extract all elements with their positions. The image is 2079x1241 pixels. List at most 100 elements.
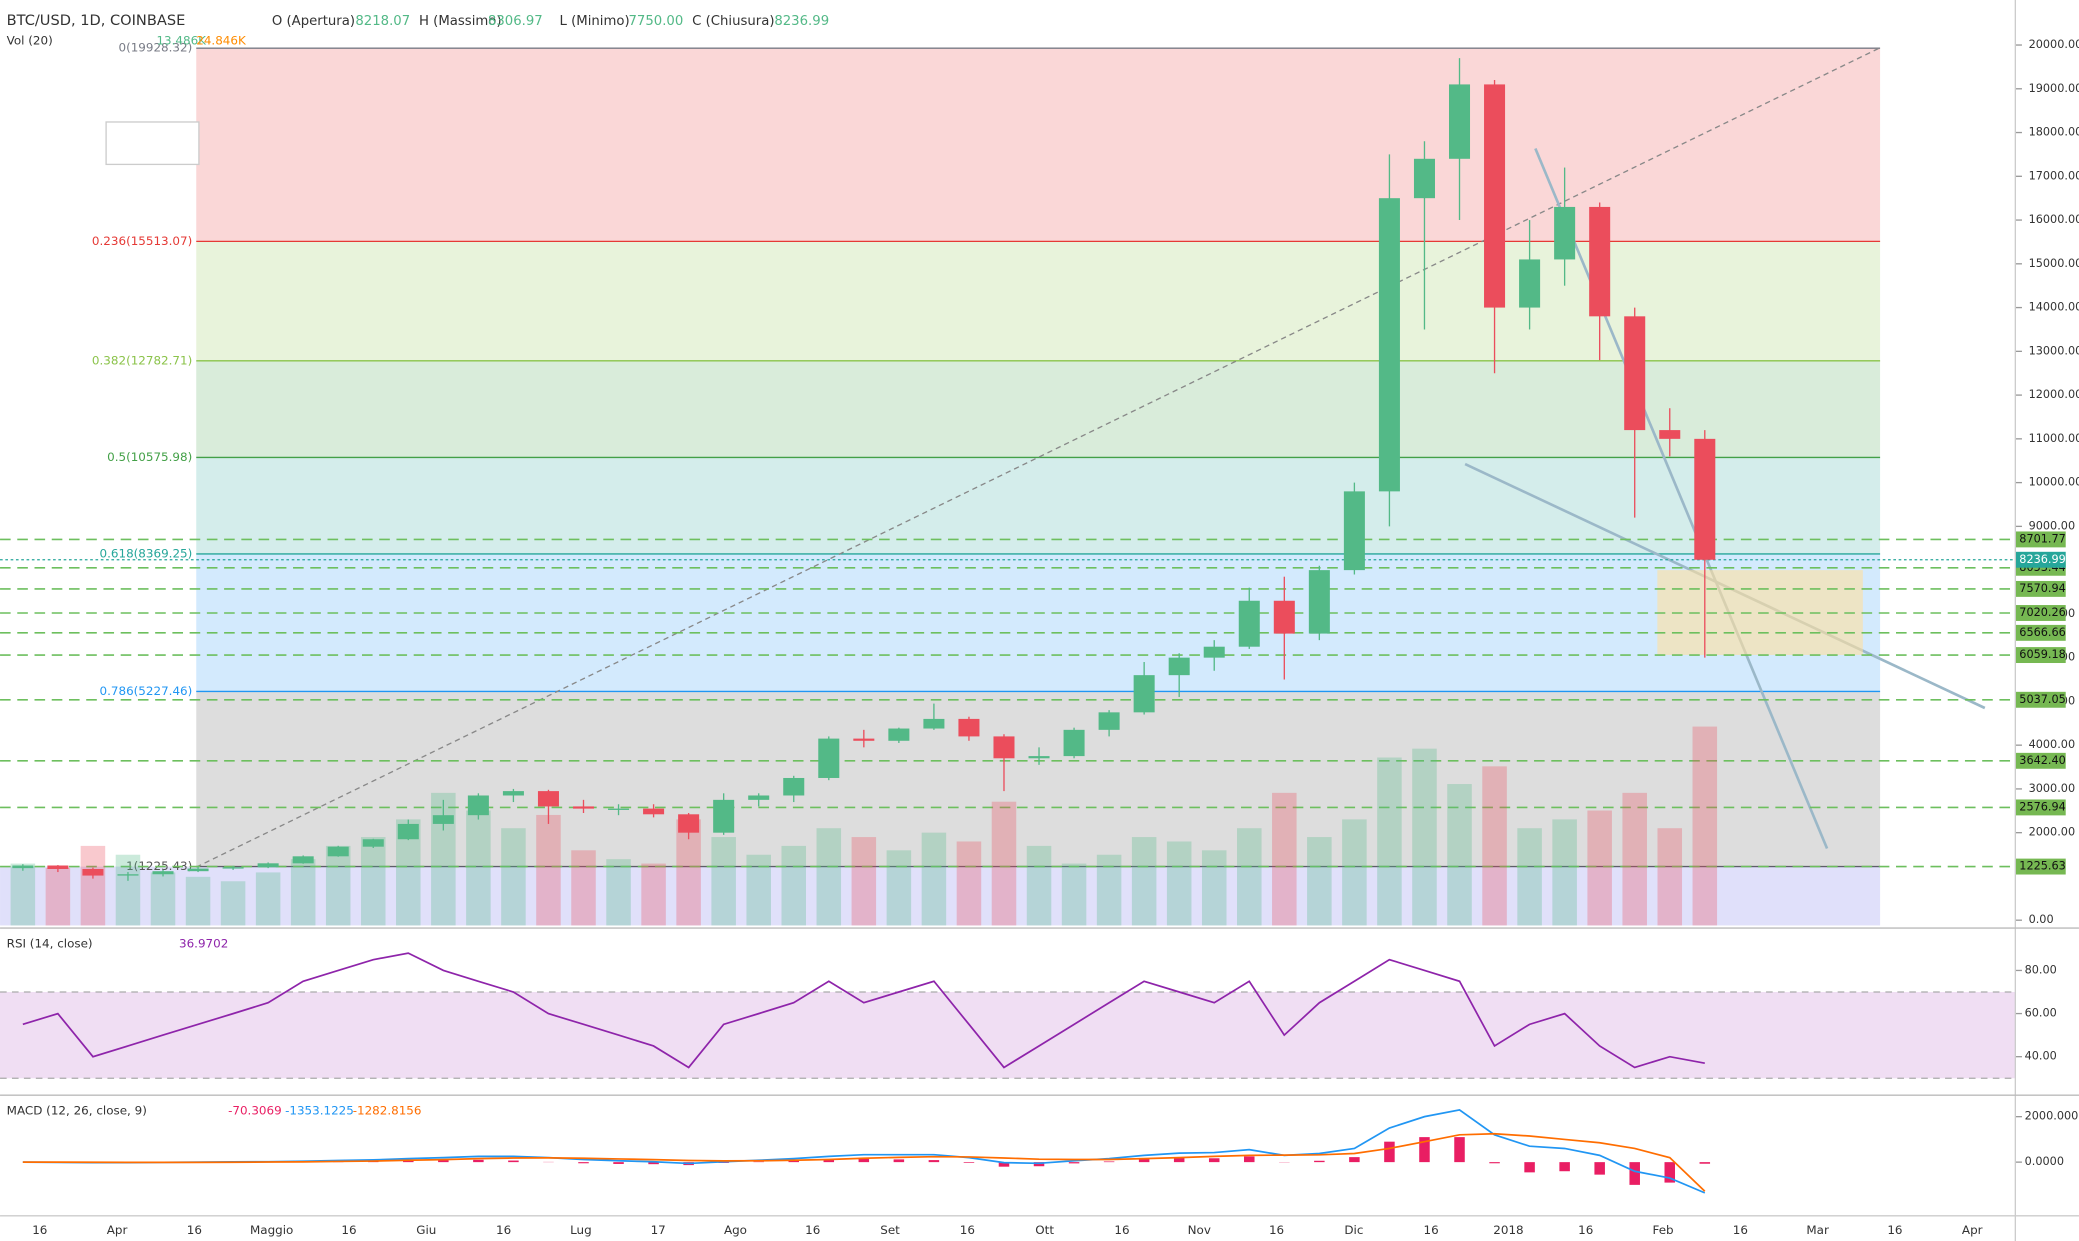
y-tick-label: 20000.00 (2029, 38, 2079, 51)
candle-body (432, 815, 454, 824)
volume-bar (851, 837, 877, 926)
y-tick-label: 80.00 (2025, 963, 2057, 976)
trend-line (195, 47, 1881, 868)
candle-body (362, 839, 384, 847)
fib-bands (0, 47, 1881, 926)
y-tick-label: 3000.00 (2029, 782, 2076, 795)
candle-body (222, 867, 244, 869)
volume-band (0, 866, 1881, 926)
histogram-bar (823, 1159, 835, 1163)
candle-body (257, 863, 279, 868)
volume-bar (991, 801, 1017, 926)
y-tick-label: 11000.00 (2029, 432, 2079, 445)
volume-bar (1412, 748, 1437, 926)
candle-body (1659, 430, 1681, 439)
price-tag (2015, 605, 2066, 621)
x-tick-label: Dic (1344, 1223, 1363, 1237)
price-tag-label: 6059.18 (2019, 648, 2066, 661)
candle-body (853, 738, 875, 741)
x-tick-label: Lug (570, 1223, 592, 1237)
x-tick-label: 16 (1887, 1223, 1902, 1237)
histogram-bar (1138, 1158, 1150, 1163)
x-tick-label: 16 (1114, 1223, 1129, 1237)
candle-body (1098, 712, 1120, 730)
candle-body (537, 791, 559, 807)
price-tag (2015, 624, 2066, 641)
trend-line (1534, 147, 1829, 850)
x-tick-label: Apr (1962, 1223, 1983, 1237)
volume-bar (1622, 792, 1647, 926)
volume-bar (1201, 850, 1227, 926)
x-tick-label: 16 (1269, 1223, 1284, 1237)
fib-label: 0(19928.32) (118, 41, 192, 55)
histogram-bar (1594, 1162, 1605, 1175)
x-tick-label: 2018 (1493, 1223, 1523, 1237)
rsi-title: RSI (14, close) (7, 937, 93, 951)
ohlc-value: 8218.07 (355, 14, 410, 29)
series-line (22, 1132, 1706, 1192)
volume-bar (1692, 726, 1718, 926)
price-tag (2015, 647, 2066, 664)
candle-body (572, 806, 595, 809)
volume-bar (10, 863, 36, 926)
candle-body (117, 874, 139, 876)
x-tick-label: 16 (187, 1223, 202, 1237)
candle-body (1554, 206, 1576, 260)
y-tick-label: 15000.00 (2029, 257, 2079, 270)
histogram-bar (788, 1160, 799, 1163)
fib-label: 0.618(8369.25) (100, 546, 193, 560)
candle-body (1028, 756, 1050, 759)
candle-body (958, 718, 980, 737)
y-tick-label: 0.00 (2029, 913, 2054, 926)
candle-body (1413, 158, 1435, 199)
x-tick-label: 16 (1424, 1223, 1439, 1237)
histogram-bar (1349, 1157, 1360, 1163)
volume-bar (1377, 757, 1402, 926)
x-tick-label: 17 (651, 1223, 666, 1237)
x-tick-label: Nov (1188, 1223, 1211, 1237)
price-tag (2015, 531, 2066, 548)
y-tick-label: 12000.00 (2029, 388, 2079, 401)
histogram-bar (1173, 1157, 1185, 1163)
fib-label: 0.786(5227.46) (100, 684, 193, 698)
fib-band (196, 48, 1881, 242)
volume-bar (921, 832, 947, 926)
x-tick-label: Mar (1806, 1223, 1829, 1237)
candle-body (1694, 438, 1716, 560)
x-tick-label: 16 (1578, 1223, 1593, 1237)
y-tick-label: 2000.00 (2029, 826, 2076, 839)
histogram-bar (648, 1162, 659, 1165)
volume-bar (1587, 810, 1612, 926)
volume-bar (1517, 828, 1542, 926)
price-tag-label: 1225.63 (2019, 860, 2066, 873)
rsi-value: 36.9702 (179, 937, 228, 951)
price-tag-label: 6566.66 (2019, 626, 2066, 639)
candle-body (783, 777, 805, 796)
volume-value: 13.486K (156, 34, 207, 48)
ohlc-value: 8306.97 (488, 14, 543, 29)
histogram-bar (508, 1160, 519, 1163)
y-tick-label: 4000.00 (2029, 738, 2076, 751)
series-line (22, 952, 1705, 1069)
histogram-bar (1699, 1162, 1711, 1164)
y-tick-label: 13000.00 (2029, 344, 2079, 357)
x-tick-label: Set (880, 1223, 900, 1237)
candle-body (608, 808, 630, 810)
volume-bar (45, 867, 71, 926)
candle-body (1624, 316, 1646, 431)
histogram-bar (473, 1159, 484, 1163)
drawing-toolbar[interactable] (105, 121, 200, 166)
volume-bar (1096, 854, 1122, 926)
x-tick-label: Apr (107, 1223, 128, 1237)
histogram-bar (578, 1162, 589, 1164)
volume-bar (360, 837, 386, 926)
candle-body (292, 856, 314, 864)
x-tick-label: 16 (960, 1223, 975, 1237)
candle-body (47, 865, 69, 869)
candle-body (327, 846, 349, 857)
volume-bar (466, 810, 491, 926)
volume-bar (1307, 837, 1332, 926)
signal-value: -1282.8156 (353, 1104, 422, 1118)
ohlc-label: C (Chiusura) (692, 14, 774, 29)
